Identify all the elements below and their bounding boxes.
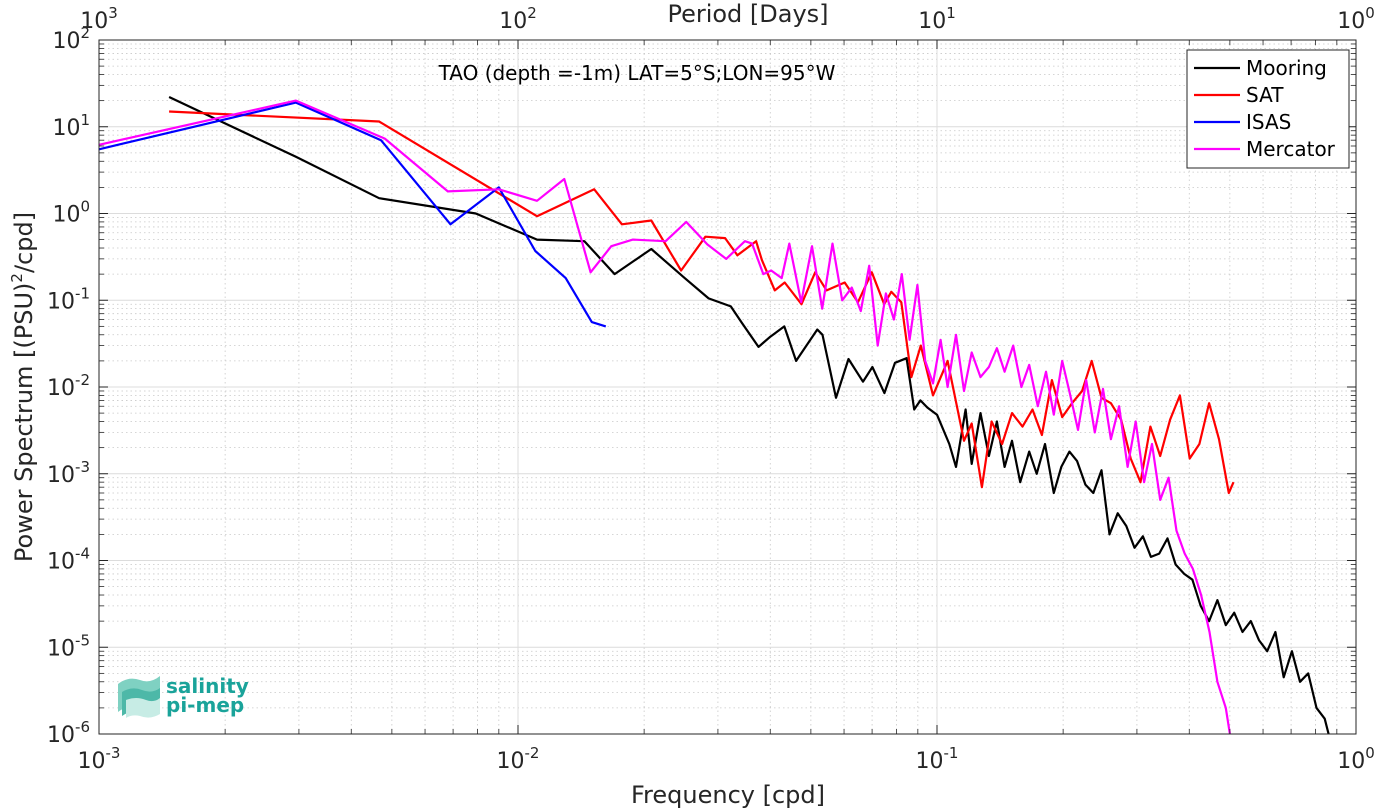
y-tick-label: 10-6 <box>47 718 90 748</box>
y-axis-label-main: Power Spectrum [(PSU) <box>10 283 38 562</box>
x-tick-label-exp: -3 <box>106 744 121 762</box>
x2-tick-label-base: 10 <box>918 9 946 34</box>
x-tick-label-exp: -1 <box>944 744 959 762</box>
y-tick-label-exp: 0 <box>80 198 90 216</box>
y-tick-label-base: 10 <box>52 203 80 228</box>
x-tick-label: 10-1 <box>916 744 959 774</box>
y-tick-label: 10-2 <box>47 371 90 401</box>
y-tick-label-base: 10 <box>47 723 75 748</box>
y-tick-label-exp: -2 <box>75 371 90 389</box>
y-axis-label-tail: /cpd] <box>10 212 38 273</box>
y-tick-label-exp: -3 <box>75 458 90 476</box>
x2-tick-label: 102 <box>499 4 537 34</box>
logo-waves-icon <box>118 676 160 718</box>
x2-tick-label-exp: 0 <box>1365 4 1375 22</box>
legend-label-isas: ISAS <box>1246 110 1291 134</box>
x2-tick-label-exp: 3 <box>108 4 118 22</box>
x-tick-label-base: 10 <box>497 749 525 774</box>
series-line-mooring <box>168 96 1330 735</box>
series-line-mercator <box>98 99 1231 735</box>
y-tick-label: 101 <box>52 111 90 141</box>
y-tick-label: 10-4 <box>47 545 90 575</box>
y-tick-label-base: 10 <box>47 289 75 314</box>
x-axis-label: Frequency [cpd] <box>631 781 825 809</box>
y-tick-label-exp: 2 <box>80 24 90 42</box>
y-tick-label-base: 10 <box>47 463 75 488</box>
x2-tick-label-exp: 2 <box>527 4 537 22</box>
y-tick-label: 10-5 <box>47 631 90 661</box>
legend-label-mercator: Mercator <box>1246 137 1336 161</box>
logo-line1: salinity <box>166 674 249 698</box>
y-tick-label-exp: -4 <box>75 545 90 563</box>
x-tick-label-base: 10 <box>916 749 944 774</box>
x-tick-label-exp: -2 <box>525 744 540 762</box>
x2-tick-label-base: 10 <box>1337 9 1365 34</box>
x-tick-label: 10-2 <box>497 744 540 774</box>
x-tick-label-exp: 0 <box>1365 744 1375 762</box>
legend-label-mooring: Mooring <box>1246 56 1327 80</box>
y-tick-label-exp: 1 <box>80 111 90 129</box>
series-line-isas <box>98 101 607 328</box>
series-layer <box>98 96 1330 735</box>
logo-line2: pi-mep <box>166 693 244 717</box>
x2-tick-label-base: 10 <box>80 9 108 34</box>
y-axis-label-sup: 2 <box>8 273 26 283</box>
x-tick-label: 10-3 <box>78 744 121 774</box>
x-tick-label: 100 <box>1337 744 1375 774</box>
y-tick-label-base: 10 <box>47 376 75 401</box>
x2-tick-label-exp: 1 <box>946 4 956 22</box>
x2-tick-label: 101 <box>918 4 956 34</box>
legend-label-sat: SAT <box>1246 83 1284 107</box>
y-tick-label: 10-3 <box>47 458 90 488</box>
legend: Mooring SAT ISAS Mercator <box>1186 49 1350 169</box>
x-tick-label-base: 10 <box>78 749 106 774</box>
salinity-pimep-logo: salinity pi-mep <box>118 674 249 718</box>
x2-tick-label: 103 <box>80 4 118 34</box>
chart-title: TAO (depth =-1m) LAT=5°S;LON=95°W <box>438 61 836 85</box>
y-tick-label-base: 10 <box>47 550 75 575</box>
y-tick-label-exp: -5 <box>75 631 90 649</box>
y-tick-label-base: 10 <box>47 636 75 661</box>
x2-tick-label-base: 10 <box>499 9 527 34</box>
y-tick-label-base: 10 <box>52 29 80 54</box>
y-tick-label: 102 <box>52 24 90 54</box>
y-tick-label-base: 10 <box>52 116 80 141</box>
y-tick-label-exp: -6 <box>75 718 90 736</box>
series-line-sat <box>169 110 1235 495</box>
x-tick-label-base: 10 <box>1337 749 1365 774</box>
y-axis-label: Power Spectrum [(PSU)2/cpd] <box>8 212 38 562</box>
y-tick-label: 100 <box>52 198 90 228</box>
x2-tick-label: 100 <box>1337 4 1375 34</box>
top-axis-label: Period [Days] <box>667 0 828 28</box>
y-tick-label: 10-1 <box>47 284 90 314</box>
y-tick-label-exp: -1 <box>75 284 90 302</box>
